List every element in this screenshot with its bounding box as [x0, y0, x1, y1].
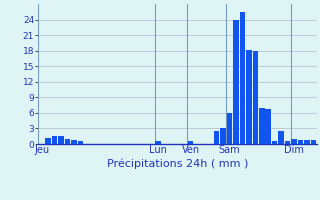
Bar [272, 141, 277, 144]
Bar [220, 128, 226, 144]
Bar [233, 20, 239, 144]
Bar [214, 131, 219, 144]
Bar [311, 140, 316, 144]
Bar [292, 139, 297, 144]
Bar [259, 108, 265, 144]
Bar [252, 51, 258, 144]
Bar [246, 50, 252, 144]
Bar [188, 141, 193, 144]
X-axis label: Précipitations 24h ( mm ): Précipitations 24h ( mm ) [107, 158, 248, 169]
Bar [227, 113, 232, 144]
Bar [45, 138, 51, 144]
Bar [52, 136, 57, 144]
Bar [156, 141, 161, 144]
Bar [304, 140, 310, 144]
Bar [58, 136, 64, 144]
Bar [278, 131, 284, 144]
Bar [240, 12, 245, 144]
Bar [298, 140, 303, 144]
Bar [71, 140, 77, 144]
Bar [65, 139, 70, 144]
Bar [266, 109, 271, 144]
Bar [285, 141, 291, 144]
Bar [78, 141, 83, 144]
